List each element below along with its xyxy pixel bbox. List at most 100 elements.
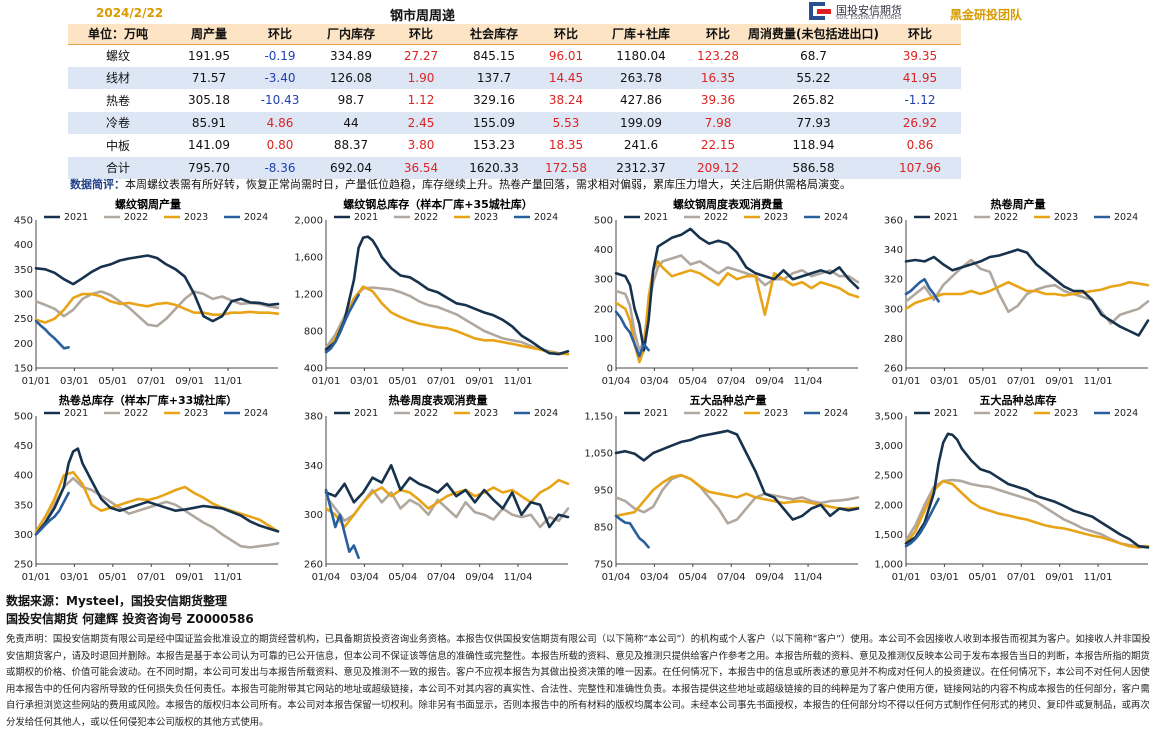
x-tick-label: 09/01 <box>175 376 204 387</box>
series-line-2023 <box>34 470 280 533</box>
table-cell: 36.54 <box>392 156 450 179</box>
series-line-2022 <box>34 290 280 328</box>
report-title: 钢市周周递 <box>390 9 456 24</box>
y-tick-label: 400 <box>304 364 323 375</box>
x-tick-label: 05/04 <box>678 572 707 583</box>
y-tick-label: 850 <box>594 523 613 534</box>
row-label: 螺纹 <box>105 49 130 63</box>
chart-svg: 五大品种总库存 2021 2022 2023 2024 3,500 3,000 2,500 2,… <box>874 393 1150 583</box>
chart-title: 热卷总库存（样本厂库+33城社库） <box>59 393 238 407</box>
x-tick-label: 07/04 <box>717 376 746 387</box>
legend-label: 2023 <box>474 212 498 223</box>
series-line-2021 <box>324 235 570 356</box>
table-cell: 5.53 <box>538 111 594 134</box>
chart-five-products-production: 五大品种总产量 2021 2022 2023 2024 1,150 1,050 950 850 7… <box>580 392 868 587</box>
y-tick-label: 250 <box>14 314 33 325</box>
logo-subtitle: SDIC ESSENCE FUTURES <box>836 15 902 21</box>
x-tick-label: 03/01 <box>60 572 89 583</box>
x-tick-label: 09/01 <box>175 572 204 583</box>
legend-label: 2022 <box>704 212 728 223</box>
series-line-2023 <box>324 478 570 529</box>
y-tick-label: 1,000 <box>874 560 903 571</box>
x-tick-label: 05/01 <box>98 376 127 387</box>
series-line-2021 <box>34 254 280 323</box>
table-cell: 39.35 <box>902 48 938 63</box>
series-line-2023 <box>34 292 280 324</box>
table-header-cell: 周消费量(未包括进出口) <box>748 24 879 45</box>
series-line-2021 <box>614 429 860 521</box>
legend-label: 2021 <box>644 212 668 223</box>
legend-label: 2024 <box>1114 408 1138 419</box>
y-tick-label: 260 <box>884 364 903 375</box>
row-label: 合计 <box>68 156 168 179</box>
legend-label: 2024 <box>1114 212 1138 223</box>
chart-title: 螺纹钢周产量 <box>115 197 181 211</box>
table-cell: 241.6 <box>623 138 659 153</box>
table-cell: 305.18 <box>188 93 230 108</box>
table-cell: 795.70 <box>168 156 250 179</box>
x-tick-label: 01/01 <box>312 376 341 387</box>
x-tick-label: 01/04 <box>602 572 631 583</box>
y-tick-label: 1,600 <box>294 253 323 264</box>
table-cell: 586.58 <box>748 156 879 179</box>
table-cell: 68.7 <box>800 48 827 63</box>
legend-label: 2021 <box>644 408 668 419</box>
x-tick-label: 03/04 <box>640 376 669 387</box>
x-tick-label: 05/04 <box>388 572 417 583</box>
x-tick-label: 07/01 <box>1007 376 1036 387</box>
table-cell: 692.04 <box>310 156 392 179</box>
table-cell: 1.12 <box>407 93 435 108</box>
chart-svg: 热卷周度表观消费量 2021 2022 2023 2024 380 340 300 26001/… <box>304 393 570 583</box>
y-tick-label: 320 <box>884 275 903 286</box>
table-row: 合计 795.70 -8.36 692.04 36.54 1620.33 172.58 231… <box>68 156 961 179</box>
legend-label: 2021 <box>934 212 958 223</box>
table-header-cell: 厂内库存 <box>310 24 392 45</box>
y-tick-label: 280 <box>884 334 903 345</box>
legend-label: 2024 <box>534 408 558 419</box>
company-logo-icon <box>809 2 831 20</box>
x-tick-label: 05/01 <box>388 376 417 387</box>
row-label: 中板 <box>105 138 130 153</box>
legend-label: 2024 <box>244 212 268 223</box>
y-tick-label: 150 <box>14 364 33 375</box>
chart-five-products-inventory: 五大品种总库存 2021 2022 2023 2024 3,500 3,000 2,500 2,… <box>870 392 1158 587</box>
chart-rebar-consumption: 螺纹钢周度表观消费量 2021 2022 2023 2024 500 400 300 200 10… <box>580 196 868 391</box>
x-tick-label: 01/01 <box>22 376 51 387</box>
legend-label: 2024 <box>824 408 848 419</box>
table-cell: 14.45 <box>538 66 594 89</box>
x-tick-label: 01/04 <box>312 572 341 583</box>
x-tick-label: 07/04 <box>717 572 746 583</box>
legend-label: 2022 <box>414 212 438 223</box>
table-cell: 0.86 <box>906 138 934 153</box>
table-cell: 16.35 <box>688 66 748 89</box>
series-line-2024 <box>324 293 360 354</box>
author-info: 国投安信期货 何建辉 投资咨询号 Z0000586 <box>6 612 254 626</box>
chart-title: 螺纹钢周度表观消费量 <box>673 197 783 211</box>
x-tick-label: 07/01 <box>137 572 166 583</box>
table-header-cell: 环比 <box>250 24 310 45</box>
table-cell: 329.16 <box>473 93 515 108</box>
series-line-2021 <box>34 447 280 536</box>
y-tick-label: 100 <box>594 334 613 345</box>
y-tick-label: 300 <box>14 530 33 541</box>
y-tick-label: 300 <box>14 290 33 301</box>
x-tick-label: 07/01 <box>137 376 166 387</box>
x-tick-label: 11/01 <box>504 376 533 387</box>
legend-label: 2023 <box>1054 408 1078 419</box>
y-tick-label: 950 <box>594 486 613 497</box>
x-tick-label: 11/01 <box>1084 572 1113 583</box>
table-cell: 7.98 <box>688 111 748 134</box>
chart-title: 五大品种总产量 <box>690 393 767 407</box>
legend-label: 2022 <box>414 408 438 419</box>
series-line-2021 <box>904 432 1150 549</box>
legend-label: 2022 <box>124 212 148 223</box>
table-cell: 153.23 <box>473 138 515 153</box>
y-tick-label: 1,500 <box>874 530 903 541</box>
chart-svg: 热卷总库存（样本厂库+33城社库）2021 2022 2023 2024 500 450 4… <box>14 393 280 583</box>
table-cell: 2312.37 <box>594 156 688 179</box>
table-cell: 845.15 <box>473 48 515 63</box>
table-cell: 137.7 <box>450 66 538 89</box>
table-cell: 71.57 <box>168 66 250 89</box>
legend-label: 2022 <box>994 212 1018 223</box>
